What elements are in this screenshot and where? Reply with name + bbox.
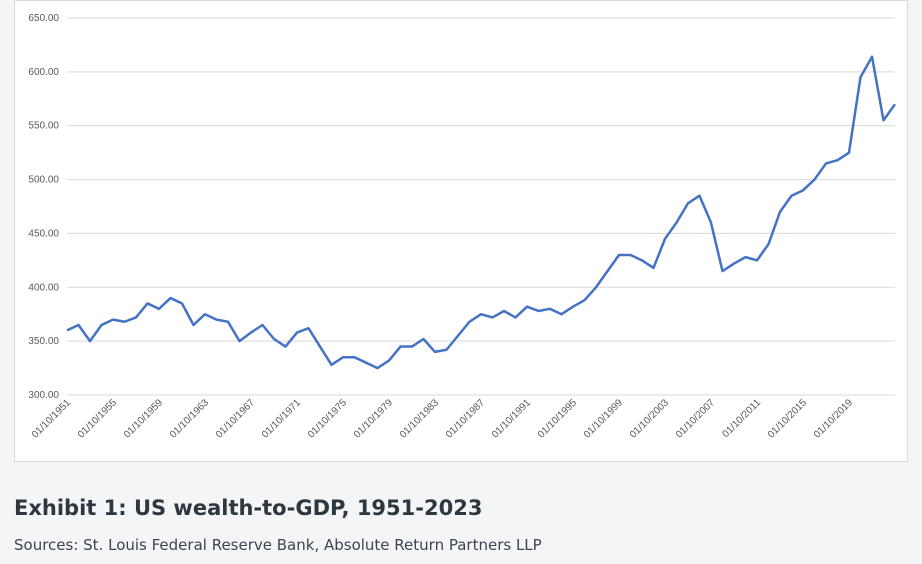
x-tick-label: 01/10/2011	[720, 397, 763, 440]
x-tick-label: 01/10/2003	[628, 397, 671, 440]
x-tick-label: 01/10/1995	[536, 397, 579, 440]
chart-title: Exhibit 1: US wealth-to-GDP, 1951-2023	[14, 496, 483, 520]
chart-source: Sources: St. Louis Federal Reserve Bank,…	[14, 536, 542, 554]
y-tick-label: 550.00	[28, 121, 59, 132]
x-tick-label: 01/10/1975	[306, 397, 349, 440]
x-tick-label: 01/10/1967	[214, 397, 257, 440]
x-tick-label: 01/10/1987	[444, 397, 487, 440]
x-tick-label: 01/10/2007	[674, 397, 717, 440]
x-tick-label: 01/10/1999	[582, 397, 625, 440]
x-tick-label: 01/10/1955	[76, 397, 119, 440]
y-tick-label: 450.00	[28, 228, 59, 239]
x-tick-label: 01/10/1971	[260, 397, 303, 440]
x-tick-label: 01/10/1951	[30, 397, 73, 440]
y-tick-label: 600.00	[28, 67, 59, 78]
x-tick-label: 01/10/1991	[490, 397, 533, 440]
x-tick-label: 01/10/2019	[812, 397, 855, 440]
y-tick-label: 300.00	[28, 390, 59, 401]
y-tick-label: 350.00	[28, 336, 59, 347]
x-tick-label: 01/10/1959	[122, 397, 165, 440]
x-tick-label: 01/10/1979	[352, 397, 395, 440]
chart-frame: 300.00 350.00 400.00 450.00 500.00 550.00 600.…	[14, 0, 908, 462]
y-tick-label: 650.00	[28, 13, 59, 24]
x-tick-label: 01/10/2015	[766, 397, 809, 440]
y-tick-label: 400.00	[28, 282, 59, 293]
chart: 300.00 350.00 400.00 450.00 500.00 550.00 600.…	[28, 13, 897, 441]
x-tick-label: 01/10/1983	[398, 397, 441, 440]
data-line	[66, 55, 897, 370]
y-tick-label: 500.00	[28, 175, 59, 186]
x-tick-label: 01/10/1963	[168, 397, 211, 440]
